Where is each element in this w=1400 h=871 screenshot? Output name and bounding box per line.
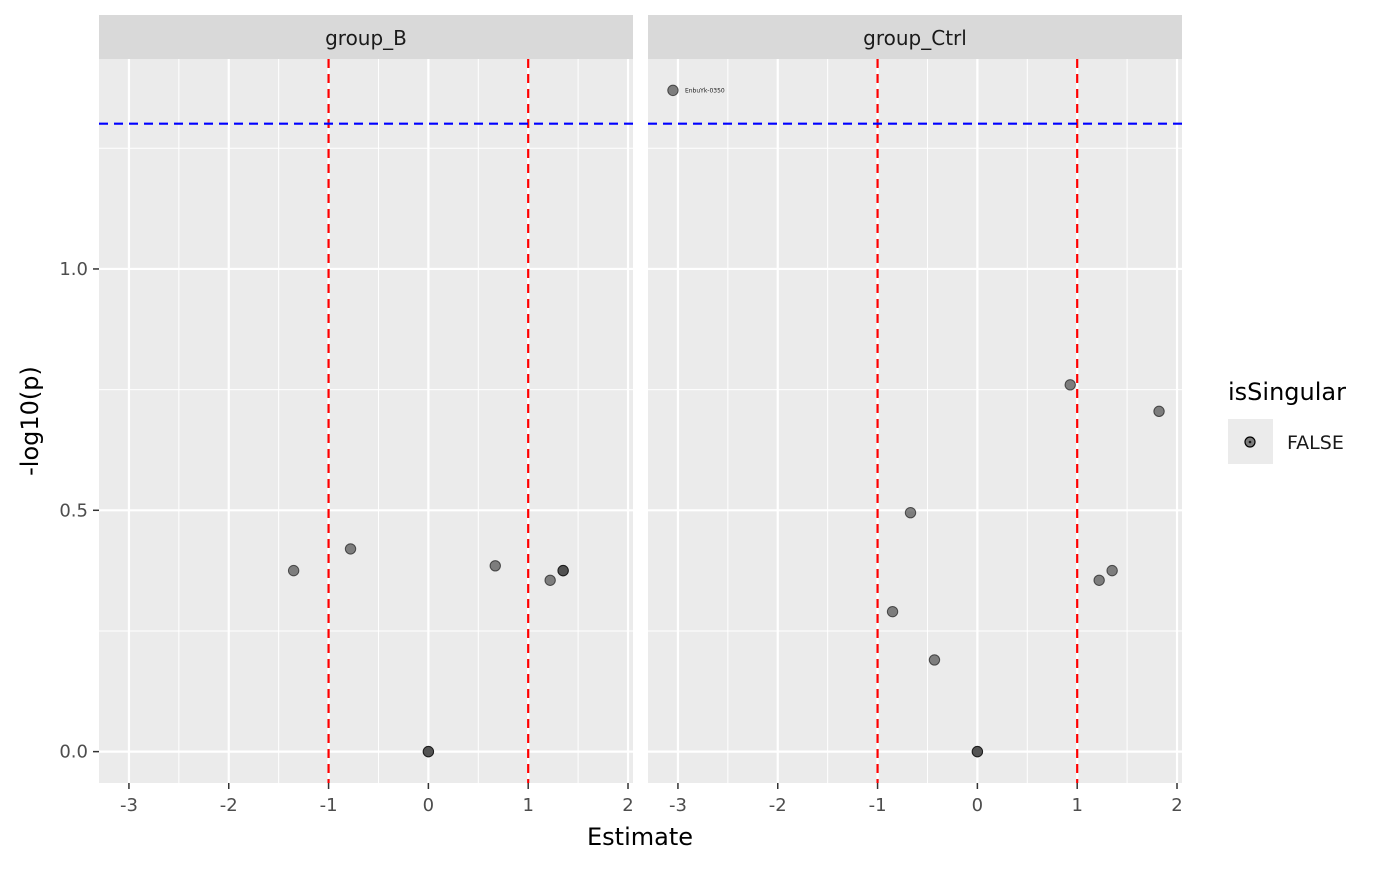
- gridlines-group-ctrl: [648, 59, 1182, 783]
- x-tick-label: 1: [1071, 795, 1082, 816]
- legend-key-point-dot: [1248, 440, 1252, 444]
- y-tick-label: 1.0: [59, 259, 88, 280]
- data-point: [886, 605, 899, 618]
- data-point: [1093, 574, 1105, 586]
- data-point: [1064, 379, 1076, 391]
- data-point: [344, 543, 357, 555]
- x-axis: -3 -2 -1 0 1 2 -3 -2 -1 0 1 2: [120, 783, 1183, 816]
- data-point: [667, 84, 679, 97]
- x-tick-label: 0: [423, 795, 434, 816]
- data-point: [1106, 564, 1118, 577]
- data-point: [557, 564, 569, 577]
- panel-group-b: group_B: [99, 15, 633, 783]
- data-point: [1153, 405, 1165, 418]
- strip-label-group-b: group_B: [325, 26, 407, 50]
- data-point: [971, 745, 984, 758]
- x-tick-label: 2: [622, 795, 633, 816]
- y-axis-title: -log10(p): [16, 366, 44, 476]
- reference-lines-group-b: [99, 59, 633, 783]
- strip-background-group-ctrl: [648, 15, 1182, 59]
- x-tick-label: -1: [320, 795, 338, 816]
- data-point: [489, 560, 501, 572]
- x-axis-title: Estimate: [587, 823, 693, 851]
- x-tick-label: 0: [972, 795, 983, 816]
- legend-title: isSingular: [1228, 378, 1346, 406]
- y-tick-label: 0.5: [59, 500, 88, 521]
- points-group-b: [287, 543, 569, 758]
- x-tick-label: -1: [869, 795, 887, 816]
- data-point: [287, 564, 300, 577]
- data-point: [544, 574, 556, 586]
- x-tick-label: -3: [669, 795, 687, 816]
- points-group-ctrl: EnbuYk-0350: [667, 84, 1165, 758]
- x-tick-label: -2: [220, 795, 238, 816]
- y-tick-label: 0.0: [59, 742, 88, 763]
- strip-label-group-ctrl: group_Ctrl: [863, 26, 967, 50]
- plot-background-group-ctrl: [648, 59, 1182, 783]
- data-point: [928, 654, 941, 666]
- x-tick-label: 2: [1171, 795, 1182, 816]
- legend-entry-false: FALSE: [1287, 432, 1344, 454]
- data-point: [904, 507, 917, 519]
- x-tick-label: 1: [522, 795, 533, 816]
- data-point: [422, 745, 435, 758]
- data-point-label: EnbuYk-0350: [685, 87, 725, 94]
- strip-background-group-b: [99, 15, 633, 59]
- panel-group-ctrl: group_Ctrl EnbuYk-0350: [648, 15, 1182, 783]
- plot-background-group-b: [99, 59, 633, 783]
- x-tick-label: -2: [769, 795, 787, 816]
- legend: isSingular FALSE: [1228, 378, 1346, 464]
- y-axis: 0.0 0.5 1.0: [59, 259, 99, 763]
- x-tick-label: -3: [120, 795, 138, 816]
- reference-lines-group-ctrl: [648, 59, 1182, 783]
